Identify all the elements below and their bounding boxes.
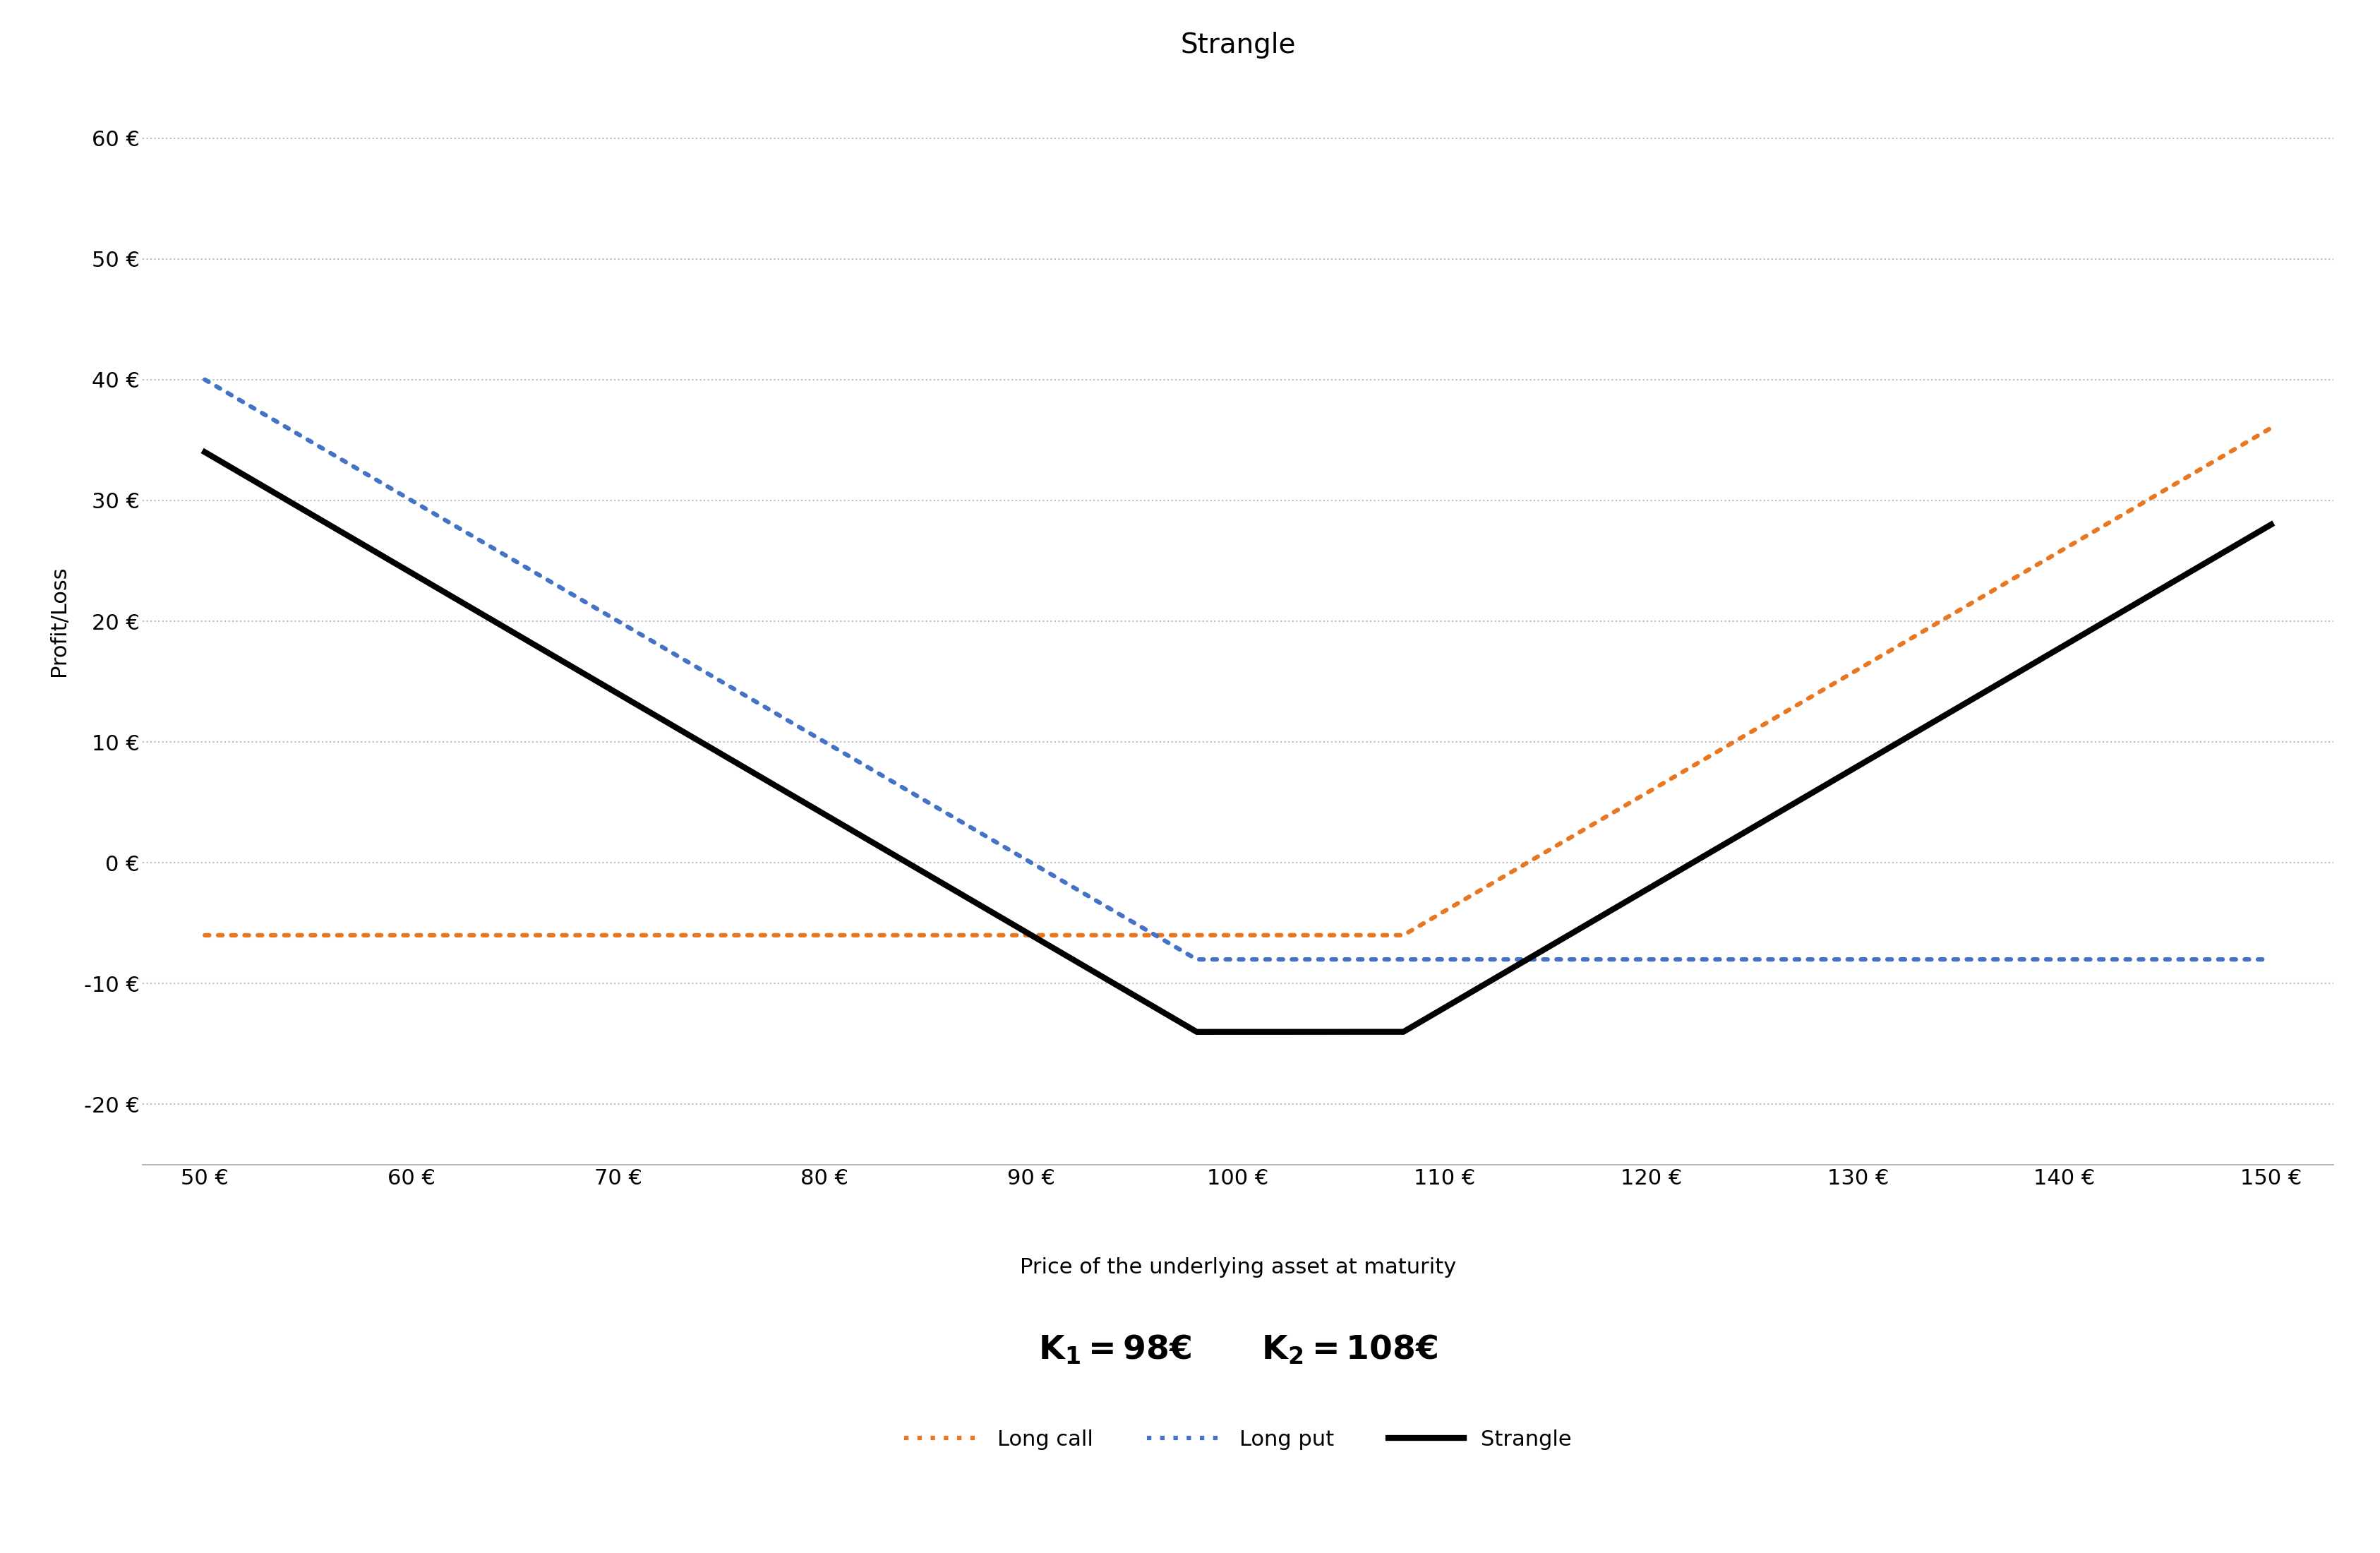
Long call (190, 926, 219, 944)
Line: Long call: Long call (205, 429, 2271, 935)
Long put (2147, 950, 2175, 969)
Strangle (2256, 516, 2285, 534)
Long call (2256, 419, 2285, 438)
Strangle (595, 680, 624, 699)
Long call (276, 926, 305, 944)
Long put (200, 376, 228, 394)
Strangle (1183, 1022, 1211, 1041)
Text: Price of the underlying asset at maturity: Price of the underlying asset at maturit… (1019, 1258, 1457, 1278)
Long put (595, 607, 624, 626)
Strangle (190, 443, 219, 461)
Strangle (1200, 1022, 1228, 1041)
Long call (2147, 483, 2175, 502)
Title: Strangle: Strangle (1180, 33, 1295, 59)
Line: Long put: Long put (205, 379, 2271, 960)
Long put (2256, 950, 2285, 969)
Long put (314, 443, 343, 461)
Y-axis label: Profit/Loss: Profit/Loss (48, 565, 69, 677)
Long call (314, 926, 343, 944)
Long call (595, 926, 624, 944)
Strangle (200, 449, 228, 467)
Line: Strangle: Strangle (205, 452, 2271, 1031)
Strangle (2147, 579, 2175, 598)
Long call (200, 926, 228, 944)
Long put (1183, 950, 1211, 969)
Long put (276, 421, 305, 439)
Strangle (276, 492, 305, 511)
Long call (1200, 926, 1228, 944)
Long put (190, 370, 219, 388)
Legend: Long call, Long put, Strangle: Long call, Long put, Strangle (895, 1421, 1580, 1458)
Strangle (314, 516, 343, 534)
Text: $\mathbf{K_1}$$\mathbf{ = 98€}$      $\mathbf{K_2}$$\mathbf{ = 108€}$: $\mathbf{K_1}$$\mathbf{ = 98€}$ $\mathbf… (1038, 1332, 1438, 1367)
Long put (1200, 950, 1228, 969)
